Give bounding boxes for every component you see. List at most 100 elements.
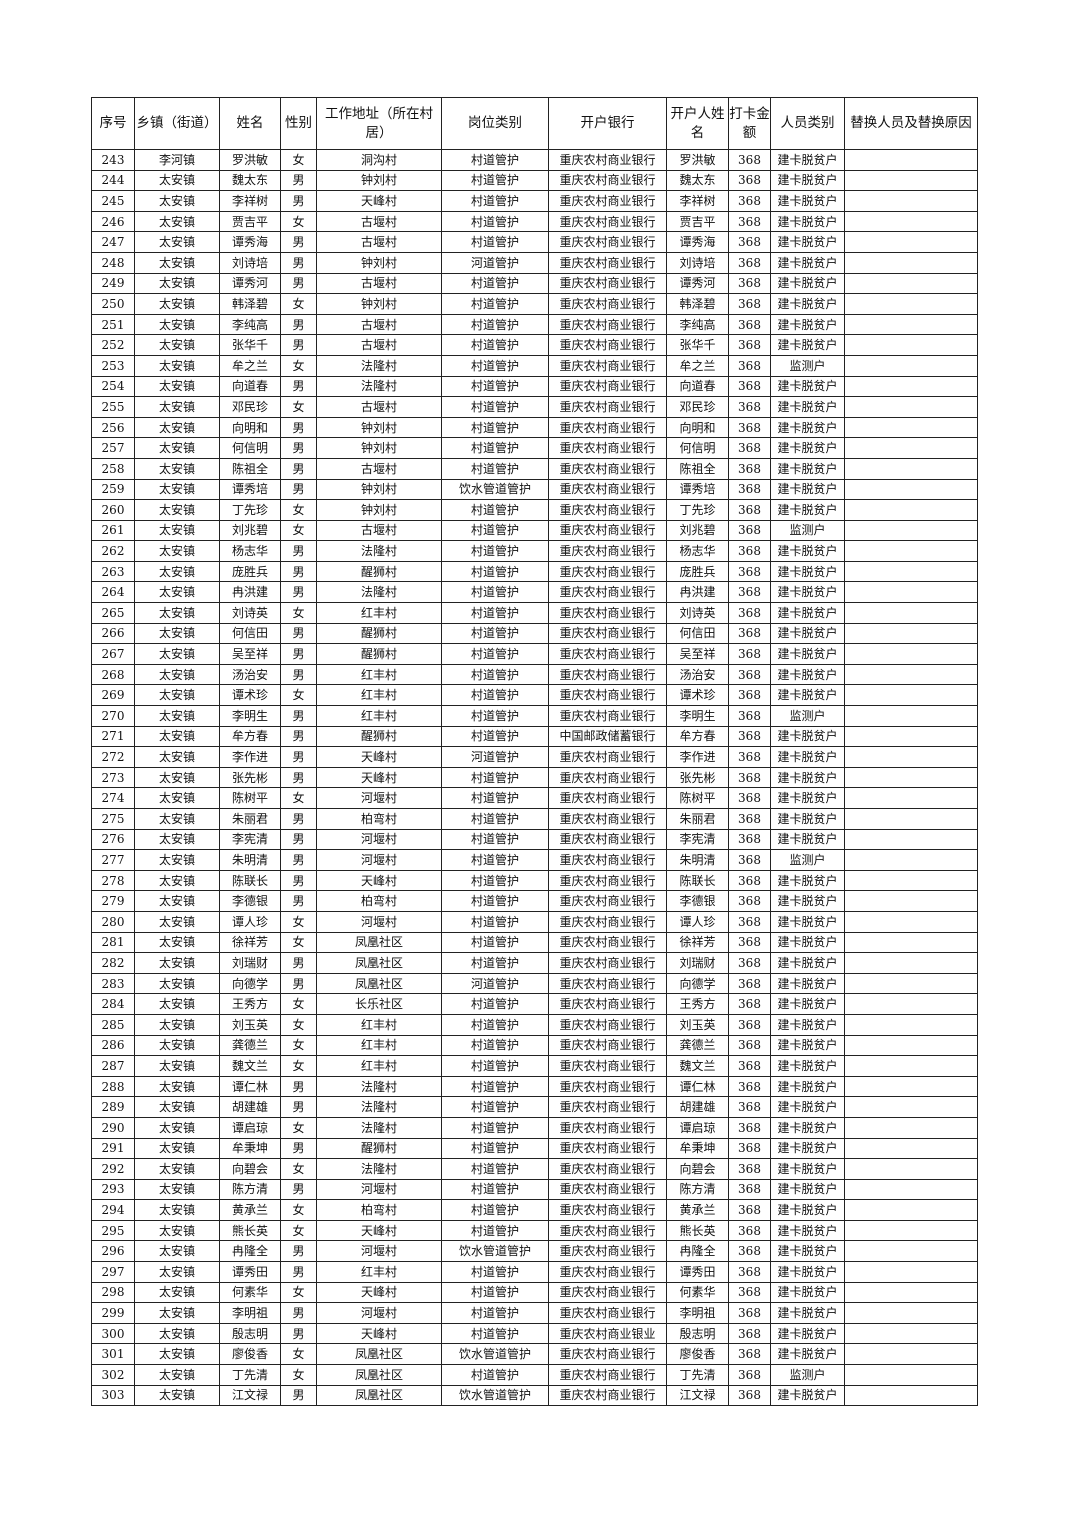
cell-town: 太安镇 xyxy=(134,210,220,233)
cell-amount: 368 xyxy=(728,169,771,192)
table-row: 291 太安镇 牟秉坤男醒狮村 村道管护 重庆农村商业银行 牟秉坤 368 建卡脱贫户 xyxy=(91,1137,978,1160)
cell-town: 太安镇 xyxy=(134,684,220,707)
cell-town: 太安镇 xyxy=(134,169,220,192)
cell-post: 村道管护 xyxy=(441,1364,549,1386)
table-row: 263 太安镇 庞胜兵男醒狮村 村道管护 重庆农村商业银行 庞胜兵 368 建卡脱贫户 xyxy=(91,560,978,583)
cell-town: 太安镇 xyxy=(134,910,220,933)
cell-gender: 男 xyxy=(280,1384,317,1407)
cell-town: 太安镇 xyxy=(134,1219,220,1242)
table-row: 267 太安镇 吴至祥男醒狮村 村道管护 重庆农村商业银行 吴至祥 368 建卡脱贫户 xyxy=(91,643,978,665)
cell-post: 饮水管道管护 xyxy=(441,1384,549,1407)
cell-town: 太安镇 xyxy=(134,313,220,336)
cell-gender: 女 xyxy=(280,519,317,542)
cell-index: 285 xyxy=(91,1013,135,1036)
cell-bank: 中国邮政储蓄银行 xyxy=(548,725,667,748)
cell-index: 280 xyxy=(91,910,135,933)
cell-name: 熊长英 xyxy=(219,1219,281,1242)
cell-post: 村道管护 xyxy=(441,1219,549,1242)
cell-person-type: 建卡脱贫户 xyxy=(770,396,845,418)
cell-replacement xyxy=(844,1322,978,1345)
cell-account-holder: 刘兆碧 xyxy=(666,519,729,542)
cell-replacement xyxy=(844,1096,978,1118)
cell-gender: 女 xyxy=(280,210,317,233)
table-row: 257 太安镇 何信明男钟刘村 村道管护 重庆农村商业银行 何信明 368 建卡脱贫户 xyxy=(91,437,978,459)
cell-replacement xyxy=(844,478,978,501)
cell-account-holder: 魏文兰 xyxy=(666,1055,729,1077)
cell-name: 冉隆全 xyxy=(219,1240,281,1263)
cell-bank: 重庆农村商业银行 xyxy=(548,1055,667,1077)
cell-person-type: 建卡脱贫户 xyxy=(770,272,845,295)
cell-address: 红丰村 xyxy=(316,602,442,624)
cell-town: 太安镇 xyxy=(134,231,220,253)
cell-amount: 368 xyxy=(728,931,771,954)
cell-name: 向道春 xyxy=(219,375,281,398)
cell-town: 太安镇 xyxy=(134,457,220,480)
cell-gender: 女 xyxy=(280,499,317,521)
cell-town: 太安镇 xyxy=(134,1137,220,1160)
cell-bank: 重庆农村商业银行 xyxy=(548,1199,667,1221)
cell-index: 260 xyxy=(91,499,135,521)
cell-address: 凤凰社区 xyxy=(316,931,442,954)
cell-replacement xyxy=(844,808,978,830)
cell-town: 太安镇 xyxy=(134,334,220,356)
cell-amount: 368 xyxy=(728,684,771,707)
cell-replacement xyxy=(844,910,978,933)
cell-gender: 女 xyxy=(280,396,317,418)
cell-post: 村道管护 xyxy=(441,499,549,521)
cell-amount: 368 xyxy=(728,1075,771,1098)
cell-town: 太安镇 xyxy=(134,1199,220,1221)
cell-replacement xyxy=(844,931,978,954)
cell-post: 村道管护 xyxy=(441,190,549,212)
cell-town: 太安镇 xyxy=(134,931,220,954)
cell-gender: 男 xyxy=(280,622,317,645)
cell-replacement xyxy=(844,622,978,645)
cell-gender: 男 xyxy=(280,190,317,212)
cell-replacement xyxy=(844,581,978,604)
cell-gender: 男 xyxy=(280,375,317,398)
cell-gender: 女 xyxy=(280,931,317,954)
cell-person-type: 建卡脱贫户 xyxy=(770,1199,845,1221)
cell-gender: 女 xyxy=(280,684,317,707)
cell-bank: 重庆农村商业银行 xyxy=(548,849,667,871)
cell-amount: 368 xyxy=(728,437,771,459)
cell-person-type: 建卡脱贫户 xyxy=(770,1302,845,1324)
cell-person-type: 建卡脱贫户 xyxy=(770,169,845,192)
cell-index: 267 xyxy=(91,643,135,665)
cell-town: 太安镇 xyxy=(134,869,220,892)
cell-bank: 重庆农村商业银行 xyxy=(548,540,667,562)
cell-town: 太安镇 xyxy=(134,478,220,501)
cell-person-type: 监测户 xyxy=(770,849,845,871)
cell-gender: 女 xyxy=(280,1281,317,1304)
cell-address: 河堰村 xyxy=(316,828,442,851)
header-index: 序号 xyxy=(91,97,135,150)
cell-person-type: 建卡脱贫户 xyxy=(770,293,845,315)
cell-post: 村道管护 xyxy=(441,354,549,377)
table-row: 279 太安镇 李德银男柏弯村 村道管护 重庆农村商业银行 李德银 368 建卡脱贫户 xyxy=(91,890,978,912)
cell-address: 法隆村 xyxy=(316,581,442,604)
cell-person-type: 建卡脱贫户 xyxy=(770,602,845,624)
cell-account-holder: 丁先清 xyxy=(666,1364,729,1386)
cell-amount: 368 xyxy=(728,251,771,274)
cell-address: 红丰村 xyxy=(316,1261,442,1283)
cell-person-type: 监测户 xyxy=(770,705,845,727)
cell-address: 醒狮村 xyxy=(316,725,442,748)
cell-gender: 男 xyxy=(280,766,317,789)
cell-post: 村道管护 xyxy=(441,272,549,295)
cell-town: 太安镇 xyxy=(134,1096,220,1118)
cell-post: 村道管护 xyxy=(441,1013,549,1036)
cell-bank: 重庆农村商业银行 xyxy=(548,952,667,974)
cell-account-holder: 谭秀海 xyxy=(666,231,729,253)
table-row: 284 太安镇 王秀方女长乐社区 村道管护 重庆农村商业银行 王秀方 368 建卡脱贫户 xyxy=(91,993,978,1015)
cell-person-type: 建卡脱贫户 xyxy=(770,993,845,1015)
cell-person-type: 建卡脱贫户 xyxy=(770,1178,845,1201)
cell-address: 柏弯村 xyxy=(316,808,442,830)
cell-amount: 368 xyxy=(728,602,771,624)
cell-amount: 368 xyxy=(728,869,771,892)
table-row: 244 太安镇 魏太东男钟刘村 村道管护 重庆农村商业银行 魏太东 368 建卡脱贫户 xyxy=(91,169,978,192)
cell-post: 饮水管道管护 xyxy=(441,1343,549,1366)
cell-name: 牟之兰 xyxy=(219,354,281,377)
cell-bank: 重庆农村商业银行 xyxy=(548,622,667,645)
cell-address: 钟刘村 xyxy=(316,169,442,192)
cell-address: 法隆村 xyxy=(316,1158,442,1180)
cell-name: 冉洪建 xyxy=(219,581,281,604)
